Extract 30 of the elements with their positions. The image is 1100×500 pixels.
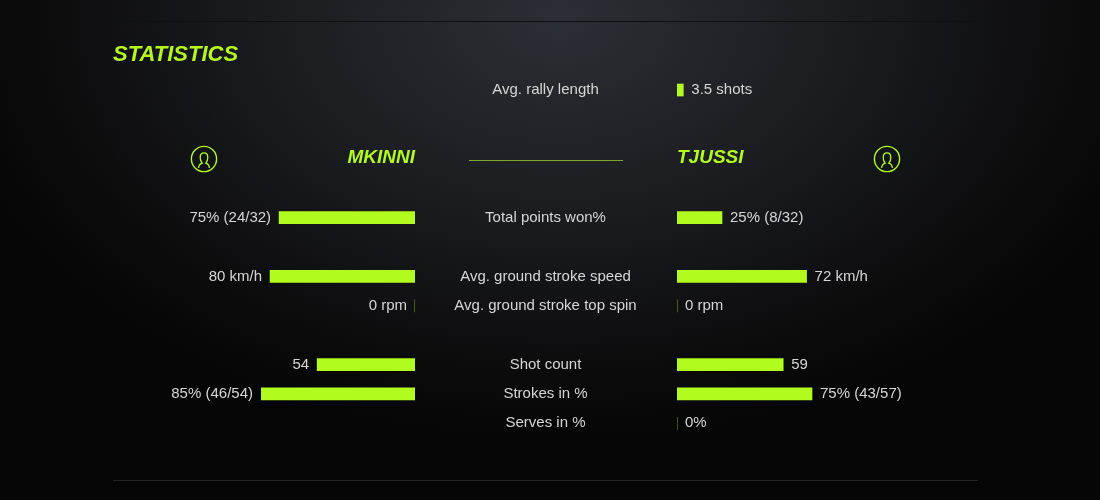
data-label: 59	[791, 355, 808, 373]
bar	[316, 358, 415, 372]
y-tick-label: Avg. ground stroke top spin	[454, 296, 637, 314]
y-tick-label: Strokes in %	[503, 384, 588, 402]
bar	[677, 270, 807, 284]
bar	[677, 387, 813, 401]
data-label: 75% (24/32)	[189, 208, 272, 226]
data-label: 72 km/h	[814, 266, 868, 284]
text: MKINNI	[347, 146, 415, 168]
bar	[261, 387, 415, 401]
y-tick-label: Total points won%	[485, 208, 606, 226]
bar	[677, 211, 723, 225]
data-label: 3.5 shots	[691, 80, 753, 98]
text: TJUSSI	[677, 146, 744, 168]
data-label: 80 km/h	[208, 266, 263, 284]
chart-title: STATISTICS	[113, 41, 239, 67]
data-label: 0 rpm	[368, 296, 407, 314]
bar	[278, 211, 415, 225]
data-label: 75% (43/57)	[820, 384, 902, 402]
bar	[677, 358, 784, 372]
data-label: 54	[292, 355, 310, 373]
data-label: 0 rpm	[685, 296, 724, 314]
data-label: 0%	[685, 413, 707, 431]
bar	[269, 270, 415, 284]
data-label: 25% (8/32)	[730, 208, 804, 226]
y-tick-label: Serves in %	[505, 413, 586, 431]
data-label: 85% (46/54)	[171, 384, 253, 402]
y-tick-label: Avg. ground stroke speed	[460, 266, 631, 284]
y-tick-label: Avg. rally length	[492, 80, 599, 98]
y-tick-label: Shot count	[509, 355, 583, 373]
